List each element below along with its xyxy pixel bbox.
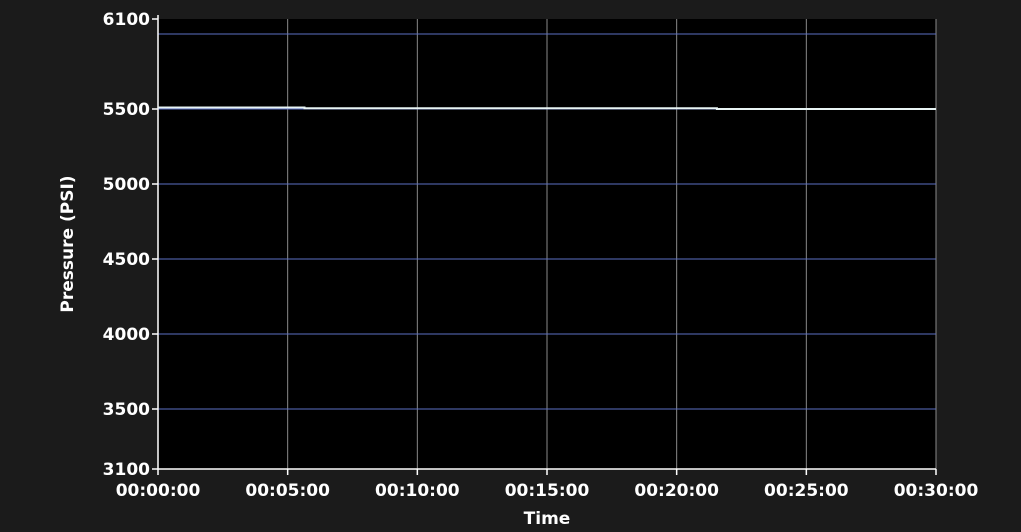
y-axis-title: Pressure (PSI) xyxy=(58,175,78,312)
y-tick-label-2: 5000 xyxy=(103,175,150,195)
x-tick-label-3: 00:15:00 xyxy=(505,481,590,501)
x-tick-label-0: 00:00:00 xyxy=(116,481,201,501)
y-tick-label-5: 3500 xyxy=(103,400,150,420)
y-tick-label-3: 4500 xyxy=(103,250,150,270)
x-tick-label-1: 00:05:00 xyxy=(245,481,330,501)
x-tick-label-6: 00:30:00 xyxy=(894,481,979,501)
series-layer xyxy=(158,106,936,110)
series-line-0 xyxy=(158,106,936,110)
y-tick-label-4: 4000 xyxy=(103,325,150,345)
grid-layer xyxy=(157,19,937,469)
x-axis-title: Time xyxy=(524,509,571,529)
y-tick-label-0: 6100 xyxy=(103,10,150,30)
x-tick-label-2: 00:10:00 xyxy=(375,481,460,501)
x-tick-label-4: 00:20:00 xyxy=(634,481,719,501)
axis-layer xyxy=(152,15,937,475)
x-tick-label-5: 00:25:00 xyxy=(764,481,849,501)
y-tick-label-6: 3100 xyxy=(103,460,150,480)
y-tick-label-1: 5500 xyxy=(103,100,150,120)
